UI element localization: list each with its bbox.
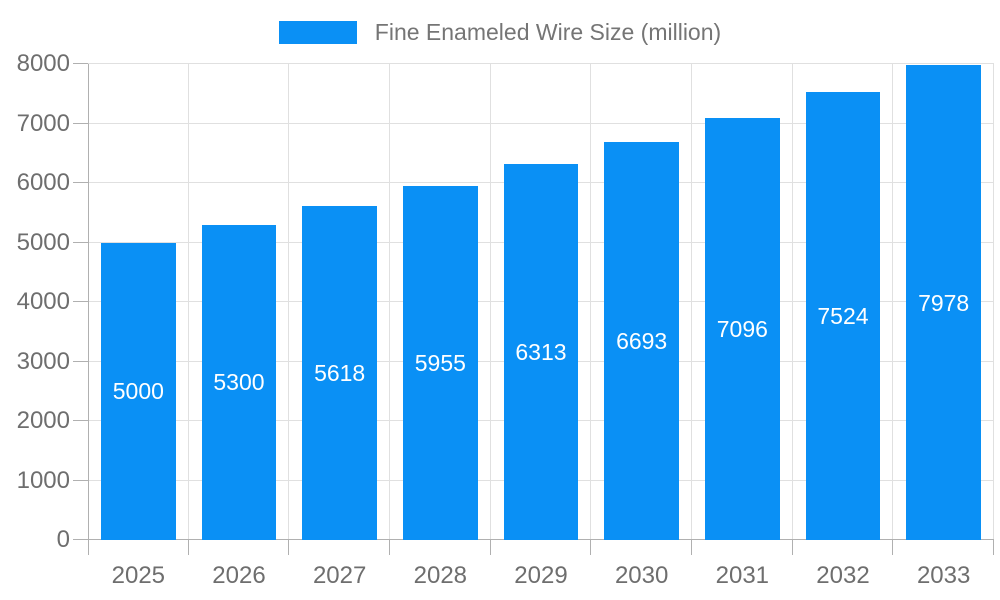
v-gridline xyxy=(489,64,491,540)
y-tick-label: 1000 xyxy=(16,466,70,494)
bar-value-label: 7524 xyxy=(817,303,869,330)
y-tick xyxy=(73,420,88,421)
y-tick-label: 2000 xyxy=(16,407,70,434)
bar-value-label: 6313 xyxy=(515,339,567,366)
v-gridline xyxy=(288,64,290,540)
h-gridline xyxy=(88,63,994,64)
y-tick xyxy=(73,360,88,362)
x-tick xyxy=(489,540,491,555)
legend-label: Fine Enameled Wire Size (million) xyxy=(374,19,722,45)
bar-2032[interactable] xyxy=(805,92,881,540)
x-tick xyxy=(791,540,793,555)
y-tick xyxy=(73,301,88,302)
x-tick-label: 2029 xyxy=(514,562,568,589)
y-tick xyxy=(73,122,88,124)
legend[interactable]: Fine Enameled Wire Size (million) xyxy=(0,19,1000,45)
x-tick-label: 2027 xyxy=(312,562,367,589)
v-gridline xyxy=(791,64,793,540)
x-tick-label: 2025 xyxy=(111,562,166,589)
v-gridline xyxy=(892,64,894,540)
x-tick xyxy=(590,540,592,555)
x-tick xyxy=(389,540,390,555)
y-tick-label: 6000 xyxy=(16,169,70,196)
legend-swatch-icon xyxy=(278,20,357,44)
y-tick-label: 8000 xyxy=(16,50,70,77)
v-gridline xyxy=(389,64,390,540)
y-tick-label: 7000 xyxy=(16,109,70,137)
y-tick xyxy=(73,182,88,183)
bar-2025[interactable] xyxy=(100,242,176,540)
y-tick xyxy=(73,479,88,481)
y-axis-line xyxy=(88,64,89,555)
bar-value-label: 7978 xyxy=(918,289,970,316)
x-tick-label: 2033 xyxy=(916,562,971,589)
v-gridline xyxy=(590,64,592,540)
y-tick-label: 3000 xyxy=(16,347,70,375)
bar-2027[interactable] xyxy=(302,205,378,540)
y-tick xyxy=(73,63,88,64)
bar-value-label: 7096 xyxy=(716,315,768,342)
x-tick-label: 2032 xyxy=(816,562,870,589)
bar-2031[interactable] xyxy=(704,117,780,540)
bar-value-label: 6693 xyxy=(616,327,668,354)
v-gridline xyxy=(187,64,189,540)
x-tick xyxy=(691,540,692,555)
y-tick-label: 5000 xyxy=(16,228,70,256)
x-tick xyxy=(892,540,894,555)
x-tick-label: 2026 xyxy=(212,562,266,589)
v-gridline xyxy=(993,64,994,540)
h-gridline xyxy=(88,122,994,124)
x-tick xyxy=(187,540,189,555)
x-tick-label: 2031 xyxy=(715,562,770,589)
x-tick xyxy=(288,540,290,555)
bar-value-label: 5955 xyxy=(414,349,466,376)
y-tick xyxy=(73,539,88,540)
bar-2028[interactable] xyxy=(402,185,478,540)
bar-2026[interactable] xyxy=(201,224,277,540)
bar-2029[interactable] xyxy=(503,164,579,540)
x-tick-label: 2030 xyxy=(614,562,669,589)
bar-2030[interactable] xyxy=(604,141,680,540)
bar-2033[interactable] xyxy=(906,65,982,540)
bar-value-label: 5618 xyxy=(314,359,366,386)
y-tick xyxy=(73,241,88,243)
bar-value-label: 5000 xyxy=(112,378,164,405)
y-tick-label: 0 xyxy=(56,526,70,553)
y-tick-label: 4000 xyxy=(16,288,70,315)
bar-value-label: 5300 xyxy=(213,369,265,396)
x-tick xyxy=(993,540,994,555)
x-tick-label: 2028 xyxy=(413,562,468,589)
v-gridline xyxy=(691,64,692,540)
